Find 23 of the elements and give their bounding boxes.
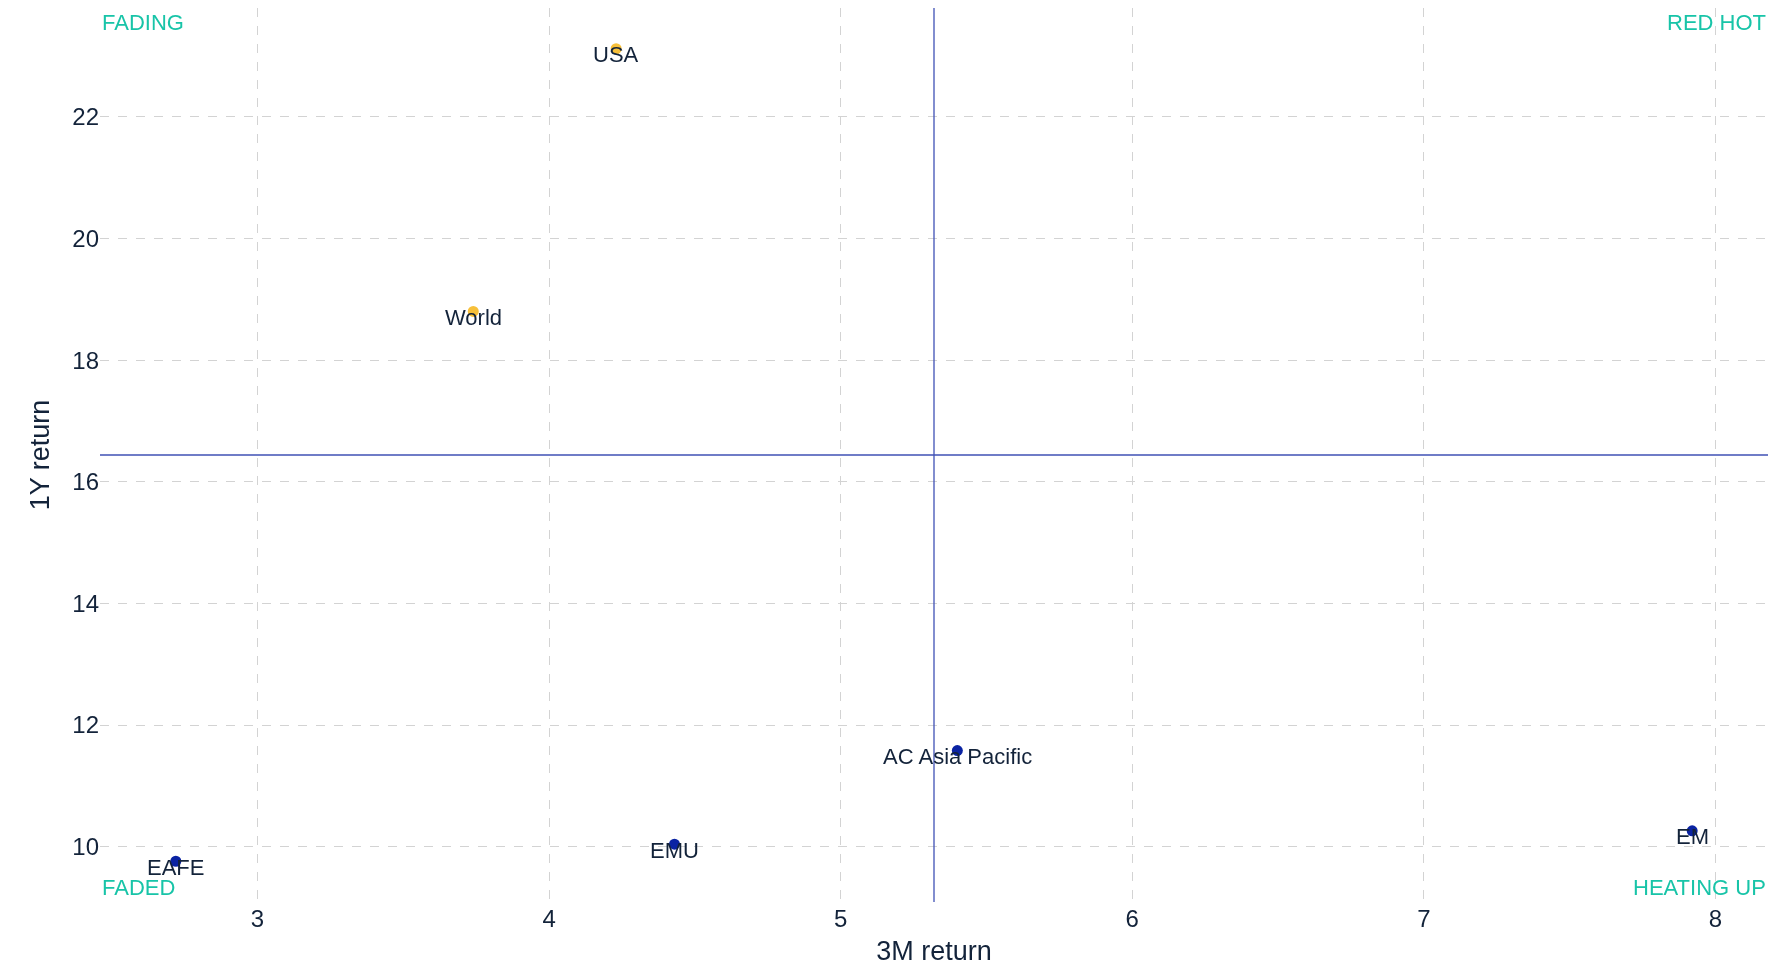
x-tick-label: 7: [1417, 905, 1431, 932]
annotation: HEATING UP: [1633, 875, 1766, 900]
x-tick-label: 6: [1125, 905, 1139, 932]
y-axis-title: 1Y return: [25, 399, 56, 511]
x-axis-title: 3M return: [876, 936, 992, 967]
annotation: EMU: [650, 838, 699, 863]
annotation: World: [445, 305, 503, 330]
annotation: USA: [593, 42, 639, 67]
x-tick-label: 4: [542, 905, 556, 932]
y-tick-label: 16: [72, 468, 99, 496]
annotation: FADING: [102, 10, 184, 35]
y-tick-label: 14: [72, 589, 99, 617]
y-tick-label: 12: [72, 711, 99, 739]
y-tick-label: 20: [72, 224, 99, 252]
annotation: RED HOT: [1667, 10, 1766, 35]
y-tick-label: 18: [72, 346, 99, 374]
y-tick-label: 22: [72, 103, 99, 131]
annotation: EM: [1676, 824, 1709, 849]
x-tick-label: 5: [834, 905, 848, 932]
x-tick-label: 3: [250, 905, 265, 932]
x-tick-label: 8: [1708, 905, 1723, 932]
y-tick-label: 10: [72, 833, 99, 861]
annotation: AC Asia Pacific: [883, 744, 1033, 769]
